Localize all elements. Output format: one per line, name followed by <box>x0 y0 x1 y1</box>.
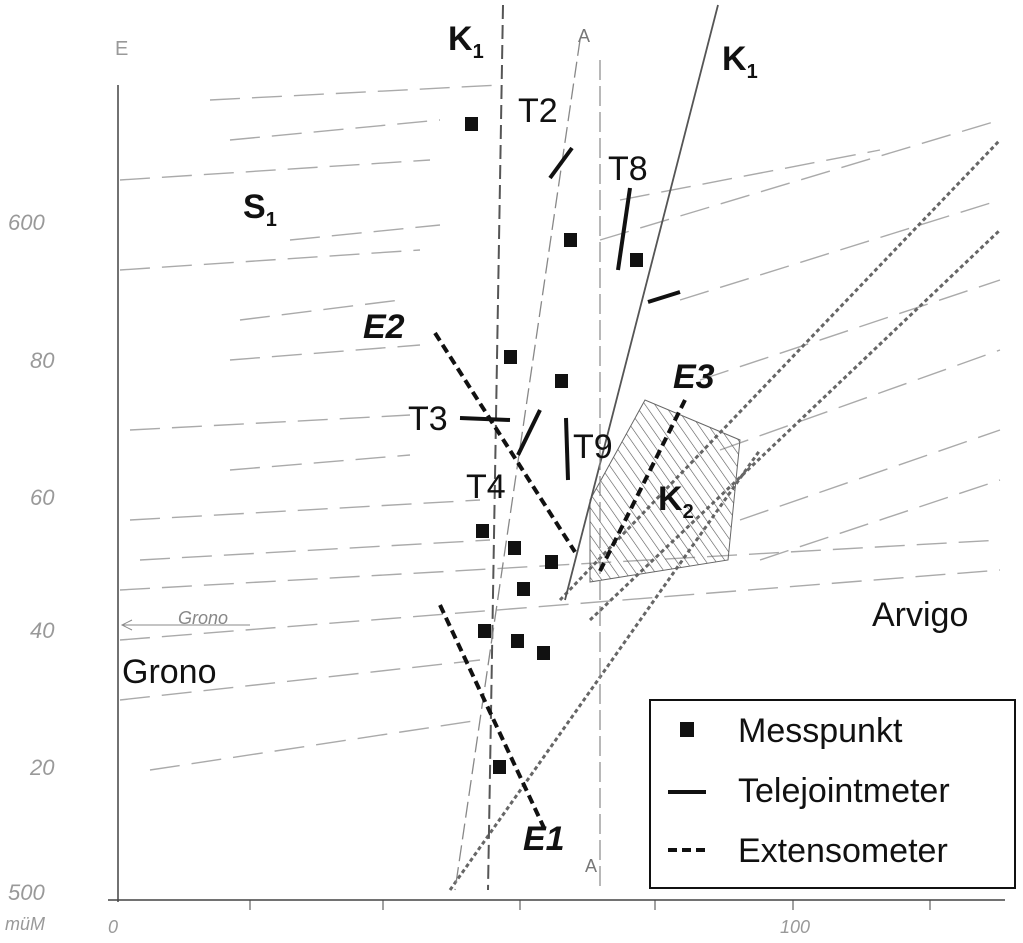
stratum <box>289 224 441 241</box>
x-tick-label: 100 <box>780 917 810 937</box>
y-tick-label: 500 <box>8 880 45 905</box>
instrument-label: T9 <box>573 428 613 466</box>
stratum <box>739 429 1001 521</box>
fault-k1 <box>487 4 504 891</box>
y-tick-label: 600 <box>8 210 45 235</box>
y-unit: müM <box>5 914 45 934</box>
telejointmeters <box>459 146 681 481</box>
legend-symbol <box>680 722 694 737</box>
stratum <box>139 539 491 561</box>
place-label: Grono <box>178 608 228 628</box>
stratum <box>119 539 1001 591</box>
zone-label: S1 <box>243 188 277 231</box>
stratum <box>119 159 431 181</box>
y-tick-label: 20 <box>29 755 55 780</box>
stratum <box>129 414 411 431</box>
stratum <box>119 569 1001 641</box>
stratum <box>149 719 481 771</box>
fault-label: K1 <box>722 40 758 83</box>
stratum <box>719 349 1001 451</box>
stratum <box>229 119 441 141</box>
instrument-label: E2 <box>363 308 405 346</box>
label-sub: 1 <box>473 41 484 63</box>
stratum <box>209 84 501 101</box>
place-label: Grono <box>122 653 217 691</box>
arrow-head <box>120 619 133 631</box>
y-tick-label: 40 <box>30 618 55 643</box>
instrument-label: E3 <box>673 358 715 396</box>
k2-zone <box>589 399 741 583</box>
stratum <box>229 344 421 361</box>
stratum <box>229 454 411 471</box>
stratum <box>619 149 881 201</box>
fault-k1 <box>564 4 719 601</box>
legend <box>649 699 1016 889</box>
stratum <box>759 479 1001 561</box>
x-tick-label: 0 <box>108 917 118 937</box>
stratum <box>239 299 401 321</box>
measurement-points <box>465 117 643 774</box>
section-label: A <box>578 26 590 46</box>
label-sub: 2 <box>683 501 694 523</box>
instrument-label: T2 <box>518 92 558 130</box>
stratum <box>679 199 1001 301</box>
y-tick-label: 60 <box>30 485 55 510</box>
y-axis-label: E <box>115 38 128 60</box>
instrument-label: E1 <box>523 820 565 858</box>
legend-label: Messpunkt <box>738 712 903 750</box>
extensometers <box>433 331 687 831</box>
label-sub: 1 <box>266 209 277 231</box>
zone-label: K2 <box>658 480 694 523</box>
legend-label: Telejointmeter <box>738 772 950 810</box>
stratum <box>119 249 421 271</box>
fault-label: K1 <box>448 20 484 63</box>
stratum <box>699 279 1001 381</box>
instrument-label: T3 <box>408 400 448 438</box>
section-label: A <box>585 856 597 876</box>
instrument-label: T4 <box>466 468 506 506</box>
stratum <box>129 499 481 521</box>
legend-label: Extensometer <box>738 832 948 870</box>
x-axis-ticks <box>249 900 931 910</box>
instrument-label: T8 <box>608 150 648 188</box>
y-tick-label: 80 <box>30 348 55 373</box>
label-main: K <box>448 20 473 58</box>
label-main: S <box>243 188 266 226</box>
label-main: K <box>722 40 747 78</box>
stratum <box>599 119 1001 241</box>
label-main: K <box>658 480 683 518</box>
place-label: Arvigo <box>872 596 968 634</box>
stratum <box>119 659 481 701</box>
label-sub: 1 <box>747 61 758 83</box>
